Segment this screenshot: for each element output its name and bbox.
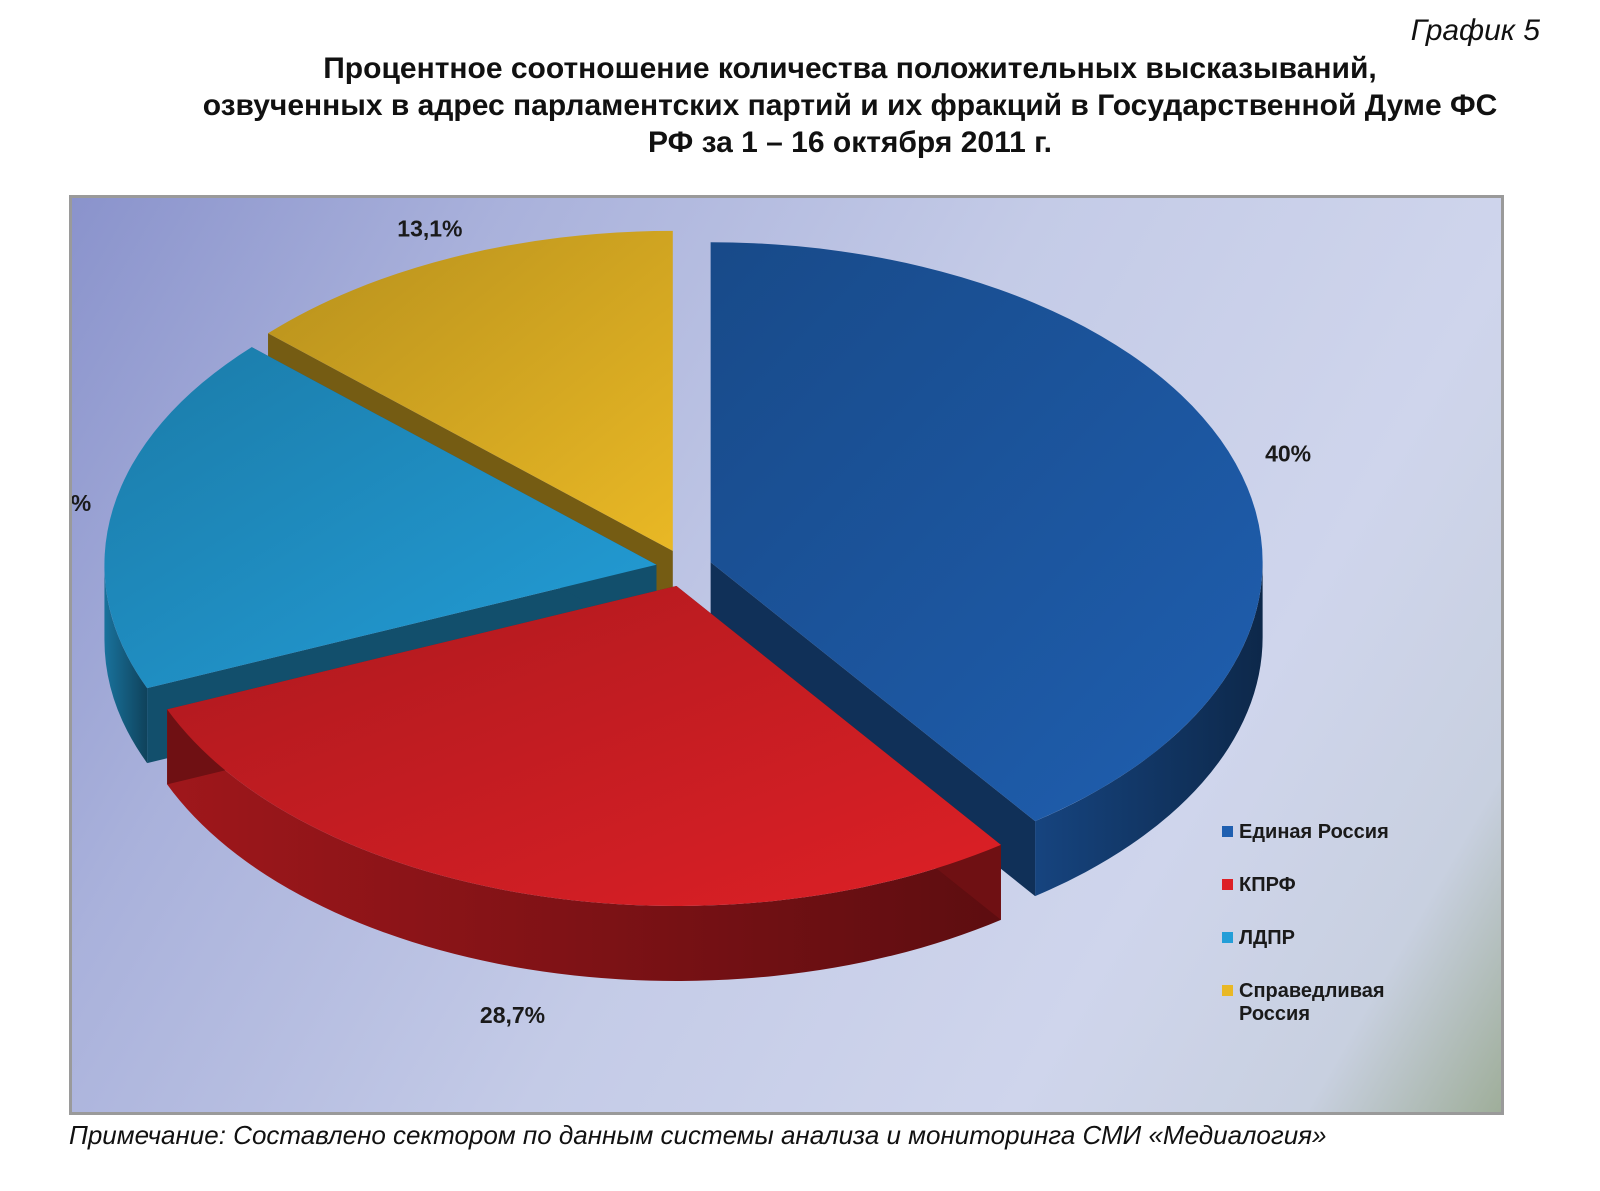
graph-number: График 5 xyxy=(1410,14,1540,47)
chart-title: Процентное соотношение количества положи… xyxy=(120,50,1580,161)
data-label-2: 28,7% xyxy=(480,1002,545,1028)
legend-label: ЛДПР xyxy=(1239,927,1295,949)
legend-swatch xyxy=(1222,932,1233,943)
pie-slice-top xyxy=(710,242,1263,822)
pie-slice-side xyxy=(1035,562,1263,897)
chart-title-line-3: РФ за 1 – 16 октября 2011 г. xyxy=(648,126,1052,159)
legend-label: Справедливая xyxy=(1239,980,1385,1002)
legend-label: КПРФ xyxy=(1239,874,1296,896)
legend-label: Россия xyxy=(1239,1003,1310,1025)
pie-slice-top xyxy=(268,230,673,551)
legend-item-1: Единая Россия xyxy=(1222,821,1389,843)
chart-title-line-1: Процентное соотношение количества положи… xyxy=(323,52,1377,85)
legend-label: Единая Россия xyxy=(1239,821,1389,843)
legend-item-2: КПРФ xyxy=(1222,874,1296,896)
legend-item-3: ЛДПР xyxy=(1222,927,1295,949)
legend-swatch xyxy=(1222,879,1233,890)
data-label-3: 18,2% xyxy=(72,490,91,516)
data-label-1: 40% xyxy=(1265,440,1311,466)
legend-swatch xyxy=(1222,985,1233,996)
footnote: Примечание: Составлено сектором по данны… xyxy=(69,1120,1327,1150)
pie-slice-side xyxy=(104,564,148,764)
pie-slice-side xyxy=(167,709,1001,981)
pie-slice-2 xyxy=(167,585,1001,981)
legend-swatch xyxy=(1222,826,1233,837)
pie-slice-top xyxy=(167,585,1001,906)
pie-slice-top xyxy=(104,347,657,689)
chart-area: 40% 28,7% 18,2% 13,1% Единая Россия КПРФ ЛДПР… xyxy=(69,195,1504,1115)
chart-title-line-2: озвученных в адрес парламентских партий … xyxy=(202,89,1498,122)
data-label-4: 13,1% xyxy=(397,215,462,241)
pie-chart: 40% 28,7% 18,2% 13,1% Единая Россия КПРФ ЛДПР… xyxy=(72,215,1389,1028)
